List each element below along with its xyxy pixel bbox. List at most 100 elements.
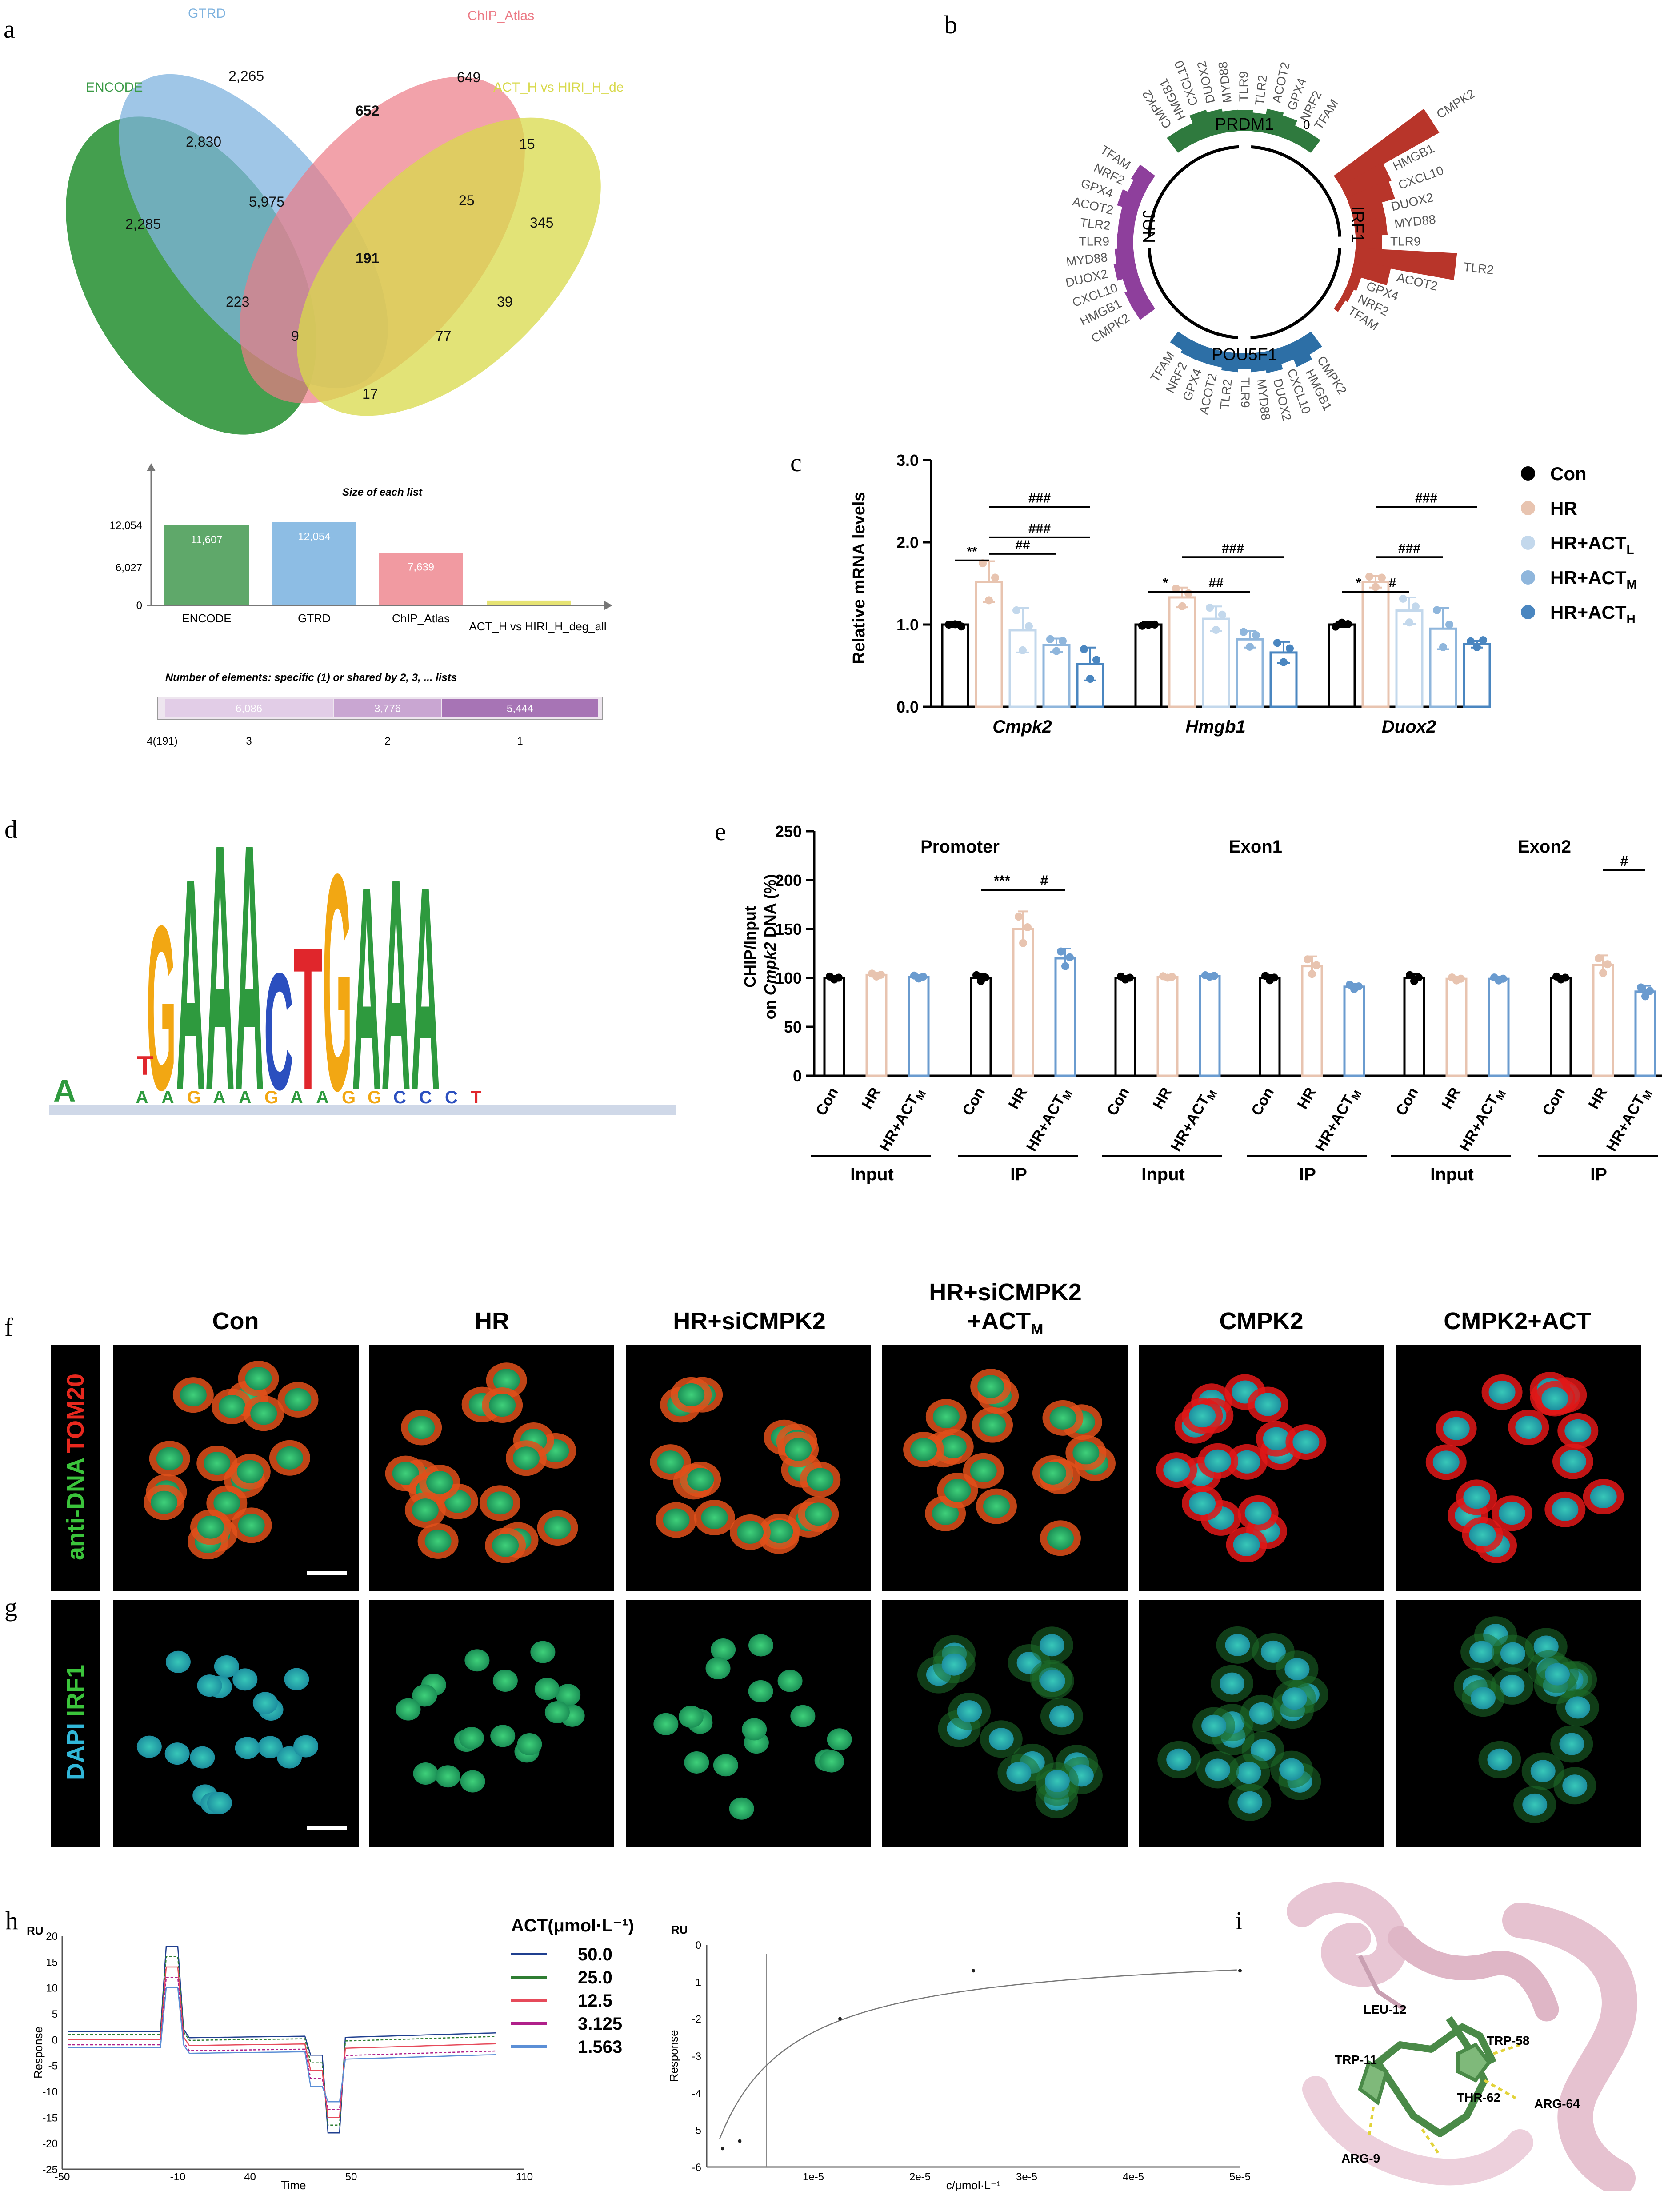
venn-count: 223 bbox=[226, 294, 249, 310]
e-bar bbox=[1012, 928, 1034, 1077]
e-dot bbox=[1019, 939, 1027, 947]
e-region-title: Promoter bbox=[920, 837, 1000, 857]
e-bar-label: HR bbox=[1585, 1085, 1610, 1112]
cell-nucleus bbox=[1559, 1733, 1584, 1755]
cell-nucleus bbox=[1500, 1642, 1525, 1665]
residue-label: TRP-11 bbox=[1335, 2053, 1377, 2067]
c-dot bbox=[1344, 620, 1352, 629]
cell-nucleus bbox=[748, 1680, 773, 1702]
cell-nucleus bbox=[544, 1516, 571, 1540]
e-dot bbox=[1561, 973, 1569, 982]
h2-point bbox=[1238, 1969, 1242, 1973]
panel-label-g: g bbox=[4, 1593, 17, 1622]
h2-ylabel: Response bbox=[667, 2030, 680, 2082]
e-ytick-label: 150 bbox=[775, 920, 802, 938]
c-dot bbox=[1240, 628, 1248, 636]
gene-label: TLR2 bbox=[1463, 260, 1495, 277]
h-legend-title: ACT(μmol·L⁻¹) bbox=[511, 1916, 634, 1935]
circular-bar bbox=[1275, 115, 1297, 140]
c-sig-mark: ### bbox=[1028, 521, 1051, 536]
venn-label-encode: ENCODE bbox=[86, 80, 143, 95]
panel-label-c: c bbox=[790, 448, 802, 477]
e-dot bbox=[1604, 960, 1612, 969]
cell-nucleus bbox=[1049, 1705, 1074, 1728]
h-legend-label: 1.563 bbox=[578, 2037, 622, 2057]
size-bars: 11,607 ENCODE 12,054 GTRD 7,639 ChIP_Atlas 718… bbox=[164, 522, 607, 633]
cell-nucleus bbox=[544, 1701, 570, 1724]
c-bar bbox=[1134, 623, 1163, 708]
c-dot bbox=[1338, 618, 1346, 627]
c-ytick-label: 1.0 bbox=[896, 616, 919, 634]
cell-nucleus bbox=[1498, 1502, 1525, 1525]
c-sig-mark: ** bbox=[967, 545, 977, 559]
e-dot bbox=[1308, 970, 1316, 978]
cell-nucleus bbox=[701, 1506, 728, 1529]
venn-count: 191 bbox=[356, 250, 379, 266]
h1-ytick: -25 bbox=[42, 2164, 58, 2176]
size-bar-label: ChIP_Atlas bbox=[392, 612, 450, 625]
circular-bar bbox=[1114, 248, 1135, 266]
cell-nucleus bbox=[136, 1735, 162, 1758]
cell-nucleus bbox=[276, 1446, 303, 1470]
e-dot bbox=[1406, 971, 1414, 979]
cell-nucleus bbox=[464, 1649, 490, 1672]
circular-bar bbox=[1117, 234, 1133, 251]
c-ytick-label: 3.0 bbox=[896, 451, 919, 469]
cell-nucleus bbox=[940, 1435, 967, 1458]
e-dot bbox=[1499, 974, 1507, 983]
h1-ytick: 5 bbox=[52, 2008, 58, 2020]
c-sig-mark: * bbox=[1356, 576, 1361, 590]
cell-nucleus bbox=[1282, 1687, 1307, 1710]
e-group-label: IP bbox=[1010, 1165, 1027, 1184]
c-dot bbox=[1059, 637, 1067, 645]
e-dot bbox=[1057, 947, 1065, 956]
e-ytick-label: 200 bbox=[775, 871, 802, 889]
c-ylabel: Relative mRNA levels bbox=[850, 492, 868, 664]
sensorgram-line bbox=[68, 1987, 496, 2103]
residue-label: LEU-12 bbox=[1364, 2003, 1406, 2016]
gene-label: CMPK2 bbox=[1434, 86, 1478, 121]
e-group-label: Input bbox=[1141, 1165, 1185, 1184]
panel-label-b: b bbox=[944, 10, 957, 39]
circular-bar bbox=[1351, 200, 1386, 224]
cell-nucleus bbox=[1006, 1762, 1032, 1784]
h2-point bbox=[972, 1969, 975, 1973]
e-bar-label: HR+ACTM bbox=[1603, 1085, 1656, 1156]
logo-letter: A bbox=[205, 770, 235, 1164]
circular-bar bbox=[1299, 332, 1322, 356]
cell-nucleus bbox=[1469, 1523, 1496, 1546]
h2-ytick: -1 bbox=[692, 1976, 701, 1988]
cell-nucleus bbox=[1443, 1417, 1470, 1440]
h2-ytick: -3 bbox=[692, 2051, 701, 2063]
residue-label: ARG-9 bbox=[1341, 2151, 1380, 2165]
col-title: Con bbox=[212, 1308, 259, 1334]
e-bar-label: HR bbox=[1438, 1085, 1464, 1112]
cell-nucleus bbox=[785, 1438, 812, 1461]
cell-nucleus bbox=[396, 1698, 421, 1721]
logo-letter-small: T bbox=[471, 1088, 481, 1107]
circular-bar bbox=[1113, 260, 1138, 281]
panel-d: d G A A A C T G A A AA A G A A G A A G G C C C TAT bbox=[4, 770, 676, 1164]
c-ytick-label: 2.0 bbox=[896, 533, 919, 552]
h1-xtick: 50 bbox=[345, 2171, 357, 2183]
circular-bar bbox=[1354, 248, 1457, 280]
logo-letter-small: A bbox=[239, 1088, 252, 1107]
venn-label-chip-atlas: ChIP_Atlas bbox=[468, 8, 534, 23]
c-dot bbox=[1246, 642, 1254, 651]
gene-label: TLR9 bbox=[1236, 72, 1250, 102]
cell-nucleus bbox=[1487, 1748, 1512, 1771]
size-bar-label: ENCODE bbox=[182, 612, 231, 625]
e-bar-label: HR+ACTM bbox=[1168, 1085, 1220, 1156]
cell-nucleus bbox=[493, 1369, 520, 1392]
micrograph-g bbox=[113, 1600, 359, 1847]
axis-arrow-icon bbox=[147, 463, 156, 471]
e-dot bbox=[972, 971, 980, 979]
cell-nucleus bbox=[805, 1502, 832, 1526]
cell-nucleus bbox=[426, 1470, 453, 1494]
c-dot bbox=[1378, 573, 1386, 582]
cell-nucleus bbox=[684, 1751, 709, 1774]
c-dot bbox=[1273, 639, 1281, 647]
c-legend-label: HR+ACTH bbox=[1550, 602, 1636, 626]
e-ytick-label: 0 bbox=[793, 1067, 802, 1085]
